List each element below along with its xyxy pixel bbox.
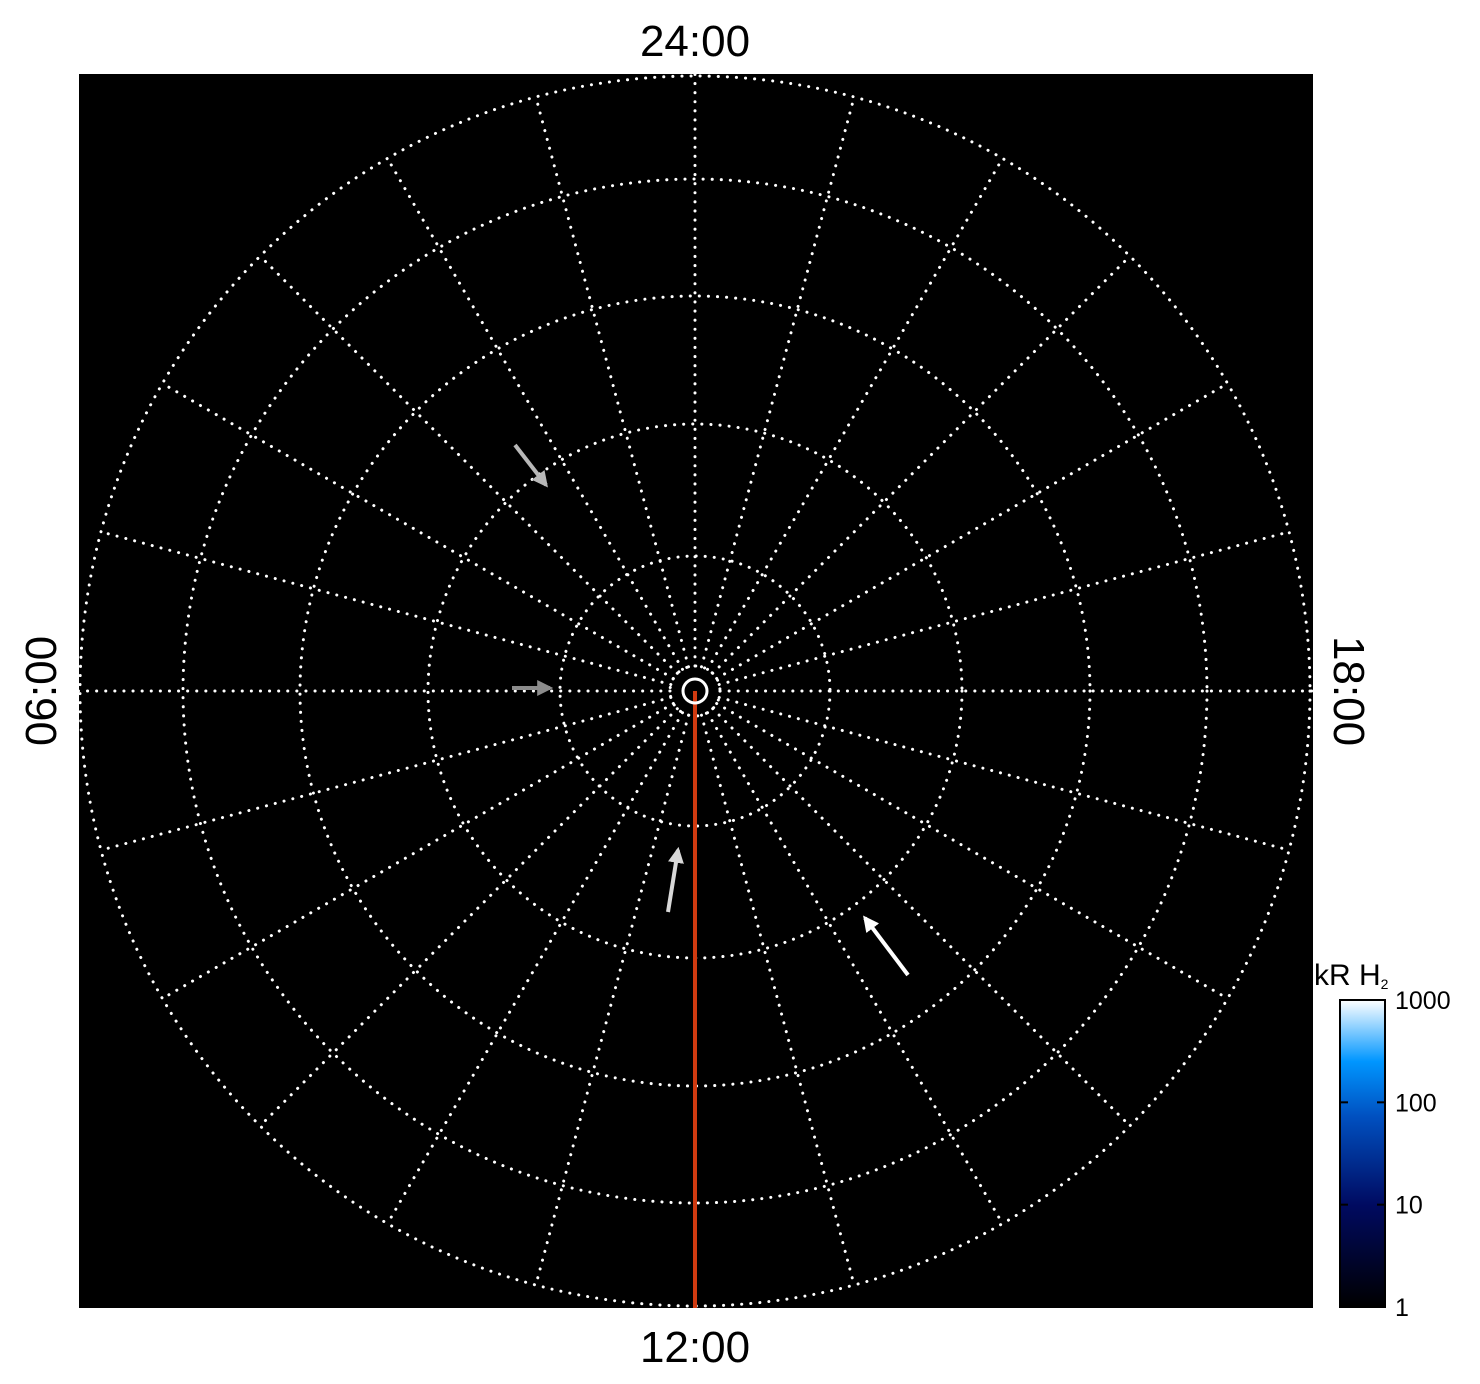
local-time-meridian: [711, 707, 1132, 1128]
arrow-up: [666, 846, 684, 913]
local-time-meridian: [699, 713, 856, 1287]
label-12: 12:00: [640, 1323, 750, 1372]
local-time-meridian: [160, 702, 675, 1000]
local-time-meridian: [534, 713, 691, 1287]
local-time-meridian: [386, 156, 684, 671]
latitude-circle: [181, 177, 1209, 1205]
pole-marker: [681, 677, 709, 705]
local-time-meridian: [706, 711, 1004, 1226]
local-time-meridian: [715, 702, 1230, 1000]
local-time-meridian: [717, 695, 1291, 852]
colorbar-tick-label: 10: [1395, 1192, 1423, 1220]
colorbar: kR H2 1000 100 10 1: [1314, 959, 1451, 1322]
label-06: 06:00: [17, 636, 66, 746]
local-time-meridian: [258, 707, 679, 1128]
colorbar-gradient: [1339, 999, 1386, 1308]
colorbar-tick-label: 100: [1395, 1089, 1437, 1117]
colorbar-tick-label: 1000: [1395, 987, 1451, 1015]
colorbar-title: kR H: [1314, 959, 1381, 992]
local-time-meridian: [99, 695, 673, 852]
local-time-meridian: [711, 254, 1132, 675]
local-time-meridian: [258, 254, 679, 675]
local-time-meridian: [386, 711, 684, 1226]
colorbar-tick-label: 1: [1395, 1294, 1409, 1322]
label-24: 24:00: [640, 17, 750, 66]
svg-text:kR H2: kR H2: [1314, 959, 1389, 992]
local-time-meridian: [534, 95, 691, 669]
arrow-up-left: [863, 915, 910, 977]
local-time-meridian: [717, 530, 1291, 687]
local-time-meridian: [715, 382, 1230, 680]
local-time-meridian: [699, 95, 856, 669]
label-18: 18:00: [1324, 636, 1373, 746]
local-time-meridian: [99, 530, 673, 687]
local-time-meridian: [706, 156, 1004, 671]
local-time-meridian: [160, 382, 675, 680]
arrow-down-right: [513, 443, 548, 488]
colorbar-subscript: 2: [1381, 976, 1389, 992]
